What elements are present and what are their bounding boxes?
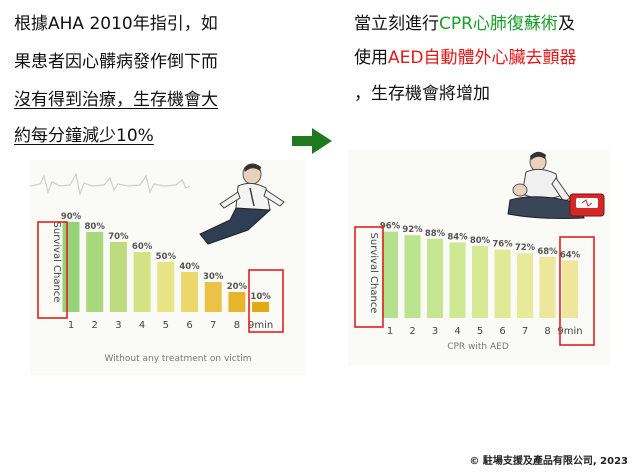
right-bar-7 — [517, 253, 533, 318]
ecg-line-icon — [30, 172, 190, 197]
left-tick-label-3: 3 — [115, 320, 121, 331]
left-value-label-3: 70% — [108, 232, 129, 242]
right-y-axis-label: Survival Chance — [368, 233, 379, 314]
left-tick-label-5: 5 — [163, 320, 169, 331]
right-tick-label-4: 4 — [454, 326, 460, 337]
collapsed-person-icon — [199, 163, 285, 245]
left-text-line1: 根據AHA 2010年指引，如 — [14, 14, 218, 34]
left-value-label-8: 20% — [227, 282, 248, 292]
right-text-line2: 使用AED自動體外心臟去顫器 — [354, 46, 576, 71]
left-y-label-highlight-box — [37, 221, 68, 319]
right-text-line1: 當立刻進行CPR心肺復蘇術及 — [354, 12, 575, 37]
left-tick-label-7: 7 — [210, 320, 216, 331]
left-text-line4: 約每分鐘減少10% — [14, 126, 154, 146]
right-bar-1 — [382, 231, 398, 318]
right-value-label-5: 80% — [470, 236, 491, 246]
right-bar-2 — [404, 235, 421, 318]
left-tick-label-1: 1 — [68, 320, 74, 331]
aed-term: AED自動體外心臟去顫器 — [388, 48, 577, 68]
right-y-label-highlight-box — [354, 226, 384, 328]
right-text-line3: ，生存機會將增加 — [354, 84, 490, 104]
left-tick-label-4: 4 — [139, 320, 145, 331]
right-x-axis-label: CPR with AED — [447, 342, 509, 352]
left-tick-label-8: 8 — [234, 320, 240, 331]
right-value-label-3: 88% — [425, 229, 446, 239]
left-bar-6 — [181, 272, 198, 312]
left-value-label-9: 10% — [250, 292, 271, 302]
right-tick-label-3: 3 — [432, 326, 438, 337]
right-tick-label-2: 2 — [409, 326, 415, 337]
left-x-axis-label: Without any treatment on victim — [104, 354, 251, 364]
right-tick-label-8: 8 — [544, 326, 550, 337]
right-value-label-4: 84% — [447, 232, 468, 242]
right-value-label-8: 68% — [537, 247, 558, 257]
left-bar-3 — [109, 242, 127, 312]
left-tick-label-2: 2 — [92, 320, 98, 331]
right-tick-label-7: 7 — [522, 326, 528, 337]
right-text-line2-a: 使用 — [354, 48, 388, 68]
left-bar-2 — [86, 232, 104, 312]
right-tick-label-6: 6 — [499, 326, 505, 337]
copyright-notice: © 駐場支援及產品有限公司, 2023 — [469, 456, 628, 467]
left-text-line3: 沒有得到治療，生存機會大 — [14, 90, 218, 110]
right-value-label-2: 92% — [402, 225, 423, 235]
left-bar-7 — [204, 282, 222, 312]
right-value-label-7: 72% — [515, 243, 536, 253]
right-bar-8 — [539, 256, 556, 318]
left-value-label-2: 80% — [85, 222, 106, 232]
right-bar-9 — [562, 260, 578, 318]
cpr-term: CPR心肺復蘇術 — [439, 14, 558, 34]
right-bar-4 — [449, 242, 466, 318]
left-bar-9 — [252, 302, 270, 312]
right-tick-label-9: 9min — [557, 326, 582, 337]
left-value-label-1: 90% — [61, 212, 82, 222]
right-arrow-icon — [292, 128, 332, 154]
right-bar-3 — [427, 238, 443, 318]
cpr-rescue-icon — [507, 151, 605, 219]
right-text-line1-c: 及 — [557, 14, 575, 34]
right-tick-label-5: 5 — [477, 326, 483, 337]
right-bar-6 — [494, 249, 511, 318]
left-last-bar-highlight-box — [248, 269, 284, 333]
left-value-label-6: 40% — [179, 262, 200, 272]
right-tick-label-1: 1 — [387, 326, 393, 337]
right-last-bar-highlight-box — [559, 236, 595, 346]
left-text-line2: 果患者因心髒病發作倒下而 — [14, 52, 218, 72]
left-value-label-5: 50% — [156, 252, 177, 262]
right-value-label-6: 76% — [492, 240, 513, 250]
left-value-label-4: 60% — [132, 242, 153, 252]
left-bar-5 — [157, 262, 175, 312]
left-bar-4 — [133, 252, 151, 312]
left-tick-label-6: 6 — [186, 320, 192, 331]
left-bar-8 — [228, 292, 246, 312]
right-bar-5 — [472, 246, 488, 318]
left-value-label-7: 30% — [203, 272, 224, 282]
right-text-line1-a: 當立刻進行 — [354, 14, 439, 34]
right-value-label-9: 64% — [560, 250, 581, 260]
left-tick-label-9: 9min — [248, 320, 273, 331]
left-y-axis-label: Survival Chance — [51, 222, 62, 303]
right-value-label-1: 96% — [380, 222, 401, 232]
